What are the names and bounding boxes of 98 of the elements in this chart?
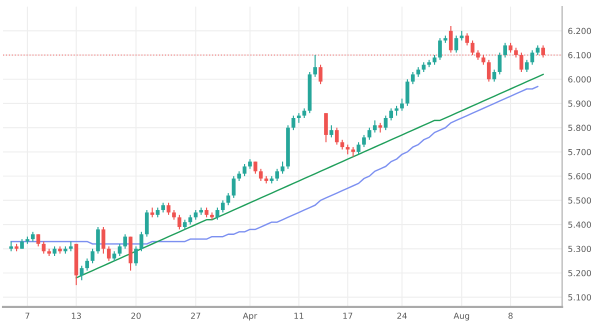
candlestick	[313, 54, 318, 78]
candlestick	[438, 38, 442, 60]
candlestick	[356, 142, 360, 155]
candlestick	[324, 112, 328, 143]
candlestick	[96, 226, 100, 254]
candlestick	[254, 161, 258, 174]
x-tick-label: 24	[397, 312, 407, 319]
y-tick-label: 5.300	[568, 246, 591, 252]
x-tick-label: 11	[294, 312, 304, 319]
candlestick	[508, 42, 512, 54]
candlestick	[161, 202, 166, 214]
candlestick	[242, 163, 246, 177]
candlestick	[172, 209, 176, 220]
candlestick	[454, 35, 458, 54]
candlestick	[144, 209, 149, 238]
candlestick	[112, 250, 116, 262]
candlestick	[20, 238, 24, 250]
candlestick	[178, 214, 182, 230]
candlestick	[280, 161, 284, 174]
candlestick	[362, 134, 366, 148]
candlestick	[389, 108, 394, 121]
candlestick	[292, 115, 296, 131]
candlestick	[194, 209, 198, 220]
candlestick	[30, 231, 35, 242]
candlestick	[470, 40, 474, 56]
candlestick	[351, 146, 356, 158]
candlestick	[465, 32, 470, 46]
candlestick	[400, 98, 404, 112]
candlestick	[248, 158, 252, 170]
x-tick-label: 8	[508, 312, 513, 319]
candlestick	[166, 202, 170, 216]
candlestick	[226, 192, 230, 206]
candlestick	[275, 168, 280, 182]
y-tick-label: 6.100	[568, 52, 591, 58]
candlestick	[318, 64, 322, 85]
candlestick	[422, 62, 426, 73]
candlestick	[270, 176, 274, 184]
candlestick	[416, 66, 420, 78]
y-tick-label: 5.100	[568, 294, 591, 300]
y-tick-label: 5.400	[568, 222, 591, 228]
x-tick-label: 17	[343, 312, 352, 319]
candlestick	[530, 50, 534, 66]
candlestick	[140, 231, 144, 252]
y-tick-label: 5.600	[568, 173, 591, 180]
candlestick	[346, 144, 350, 155]
candlestick	[80, 265, 84, 281]
candlestick	[368, 127, 372, 140]
candlestick	[476, 50, 480, 60]
candlestick	[448, 25, 453, 54]
x-tick-label: 20	[131, 312, 141, 319]
candlestick	[302, 108, 306, 119]
y-tick-label: 5.700	[568, 148, 591, 156]
candlestick	[85, 258, 90, 272]
candlestick	[134, 246, 138, 266]
candlestick	[296, 112, 301, 124]
candlestick	[52, 246, 56, 257]
candlestick	[232, 176, 236, 198]
candlestick	[102, 226, 106, 254]
y-tick-label: 5.500	[568, 197, 591, 204]
candlestick	[384, 115, 388, 131]
candlestick	[486, 59, 491, 82]
line-series	[76, 74, 544, 279]
candlestick	[156, 207, 160, 218]
candlestick	[432, 54, 436, 66]
candlestick	[482, 54, 486, 66]
candlestick	[182, 219, 187, 230]
y-tick-label: 6.200	[568, 28, 591, 34]
candlestick	[216, 207, 220, 220]
candlestick	[123, 234, 128, 250]
candlestick	[264, 176, 268, 184]
candlestick	[334, 127, 339, 146]
candlestick	[460, 30, 464, 42]
candlestick	[492, 69, 496, 82]
candlestick	[498, 52, 502, 75]
candlestick	[503, 42, 508, 58]
x-tick-label: Aug	[454, 312, 470, 321]
x-tick-label: 27	[191, 312, 200, 319]
candlestick	[406, 78, 410, 106]
candlestick	[541, 44, 546, 58]
candlestick	[340, 139, 344, 150]
candlestick	[330, 124, 334, 138]
x-tick-label: 13	[72, 312, 81, 319]
y-tick-label: 6.000	[568, 76, 591, 83]
candlestick	[9, 240, 14, 252]
candlestick	[90, 248, 94, 264]
candlestick	[150, 207, 154, 218]
y-tick-label: 5.200	[568, 270, 591, 276]
candlestick	[36, 234, 40, 247]
y-tick-label: 5.800	[568, 124, 591, 131]
candlestick	[204, 207, 208, 218]
y-tick-label: 5.900	[568, 100, 591, 107]
candlestick	[106, 246, 111, 262]
candlestick	[520, 52, 524, 73]
x-tick-label: 7	[25, 312, 30, 319]
candlestick	[514, 47, 518, 58]
candlestick	[237, 170, 242, 182]
x-tick-label: Apr	[242, 312, 258, 321]
candlestick	[68, 240, 73, 252]
